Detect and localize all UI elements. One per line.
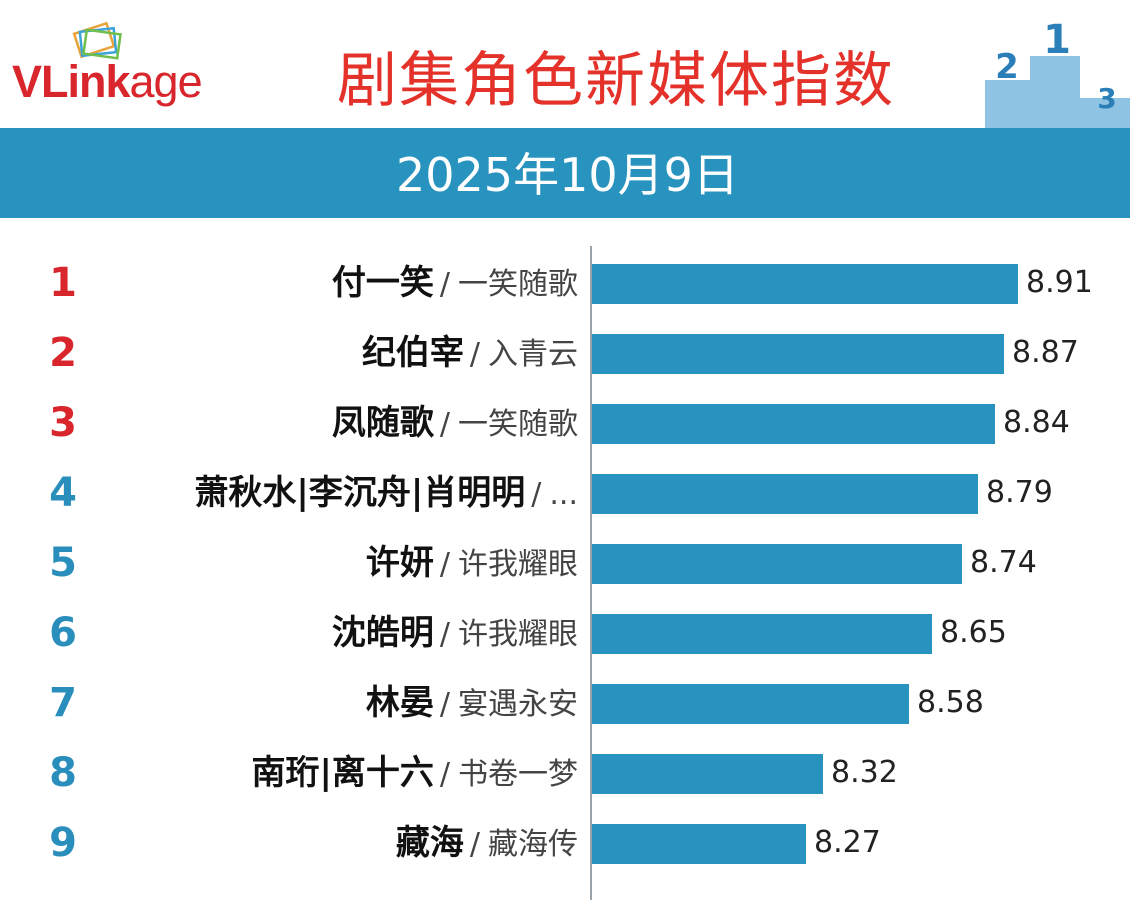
label-separator: / xyxy=(439,547,450,582)
drama-name: 一笑随歌 xyxy=(458,407,578,442)
data-label: 8.87 xyxy=(1012,335,1079,370)
category-label: 付一笑 / 一笑随歌 xyxy=(332,248,578,318)
drama-name: 入青云 xyxy=(488,337,578,372)
drama-name: ... xyxy=(549,477,578,512)
role-name: 凤随歌 xyxy=(331,403,434,443)
category-label: 萧秋水|李沉舟|肖明明 /... xyxy=(194,458,578,528)
chart-bar xyxy=(592,474,978,514)
rank-number: 1 xyxy=(49,260,77,306)
logo-wordmark: VLinkage xyxy=(12,56,203,108)
chart-row: 1 付一笑 / 一笑随歌 8.91 xyxy=(0,248,1130,318)
rank-number: 2 xyxy=(49,330,77,376)
chart-axis xyxy=(590,246,592,900)
category-label: 纪伯宰 / 入青云 xyxy=(362,318,578,388)
label-separator: / xyxy=(439,617,450,652)
chart-bar xyxy=(592,684,909,724)
data-label: 8.74 xyxy=(970,545,1037,580)
chart-row: 2 纪伯宰 / 入青云 8.87 xyxy=(0,318,1130,388)
label-separator: / xyxy=(531,477,542,512)
label-separator: / xyxy=(469,337,480,372)
header: VLinkage 剧集角色新媒体指数 2 1 3 xyxy=(0,0,1130,128)
logo-age: age xyxy=(129,56,203,107)
rank-number: 5 xyxy=(49,540,77,586)
drama-name: 一笑随歌 xyxy=(458,267,578,302)
category-label: 凤随歌 / 一笑随歌 xyxy=(332,388,578,458)
role-name: 萧秋水|李沉舟|肖明明 xyxy=(194,473,526,513)
chart-bar xyxy=(592,614,932,654)
category-label: 藏海 / 藏海传 xyxy=(396,808,578,878)
data-label: 8.84 xyxy=(1003,405,1070,440)
chart-row: 8 南珩|离十六 / 书卷一梦 8.32 xyxy=(0,738,1130,808)
drama-name: 宴遇永安 xyxy=(458,687,578,722)
chart-row: 6 沈皓明 / 许我耀眼 8.65 xyxy=(0,598,1130,668)
role-name: 纪伯宰 xyxy=(361,333,464,373)
chart-bar xyxy=(592,824,806,864)
date-banner: 2025年10月9日 xyxy=(0,128,1130,218)
label-separator: / xyxy=(439,687,450,722)
data-label: 8.91 xyxy=(1026,265,1093,300)
drama-name: 许我耀眼 xyxy=(458,547,578,582)
page-title: 剧集角色新媒体指数 xyxy=(337,46,895,116)
vlinkage-logo: VLinkage xyxy=(12,18,252,108)
role-name: 藏海 xyxy=(395,823,464,863)
drama-name: 许我耀眼 xyxy=(458,617,578,652)
rank-number: 3 xyxy=(49,400,77,446)
podium-icon: 2 1 3 xyxy=(985,18,1130,128)
podium-number-1: 1 xyxy=(1043,18,1071,63)
rank-number: 9 xyxy=(49,820,77,866)
ranking-bar-chart: 1 付一笑 / 一笑随歌 8.91 2 纪伯宰 / 入青云 8.87 3 凤随歌 / 一笑随歌 8.84 4 萧… xyxy=(0,218,1130,900)
label-separator: / xyxy=(469,827,480,862)
role-name: 许妍 xyxy=(365,543,434,583)
rank-number: 4 xyxy=(49,470,77,516)
data-label: 8.79 xyxy=(986,475,1053,510)
category-label: 沈皓明 / 许我耀眼 xyxy=(332,598,578,668)
role-name: 南珩|离十六 xyxy=(251,753,434,793)
drama-name: 藏海传 xyxy=(488,827,578,862)
drama-name: 书卷一梦 xyxy=(458,757,578,792)
podium-number-2: 2 xyxy=(995,47,1019,87)
chart-date: 2025年10月9日 xyxy=(396,148,739,202)
logo-cards-icon xyxy=(72,21,122,60)
chart-bar xyxy=(592,544,962,584)
data-label: 8.32 xyxy=(831,755,898,790)
role-name: 林晏 xyxy=(365,683,434,723)
rank-number: 6 xyxy=(49,610,77,656)
chart-bar xyxy=(592,264,1018,304)
chart-bar xyxy=(592,334,1004,374)
logo-v: V xyxy=(12,56,42,107)
role-name: 付一笑 xyxy=(331,263,434,303)
category-label: 南珩|离十六 / 书卷一梦 xyxy=(251,738,578,808)
category-label: 许妍 / 许我耀眼 xyxy=(366,528,578,598)
chart-row: 9 藏海 / 藏海传 8.27 xyxy=(0,808,1130,878)
role-name: 沈皓明 xyxy=(331,613,434,653)
data-label: 8.58 xyxy=(917,685,984,720)
rank-number: 7 xyxy=(49,680,77,726)
chart-bar xyxy=(592,404,995,444)
chart-row: 4 萧秋水|李沉舟|肖明明 /... 8.79 xyxy=(0,458,1130,528)
rank-number: 8 xyxy=(49,750,77,796)
label-separator: / xyxy=(439,407,450,442)
label-separator: / xyxy=(439,267,450,302)
chart-row: 3 凤随歌 / 一笑随歌 8.84 xyxy=(0,388,1130,458)
label-separator: / xyxy=(439,757,450,792)
podium-number-3: 3 xyxy=(1097,82,1116,115)
chart-row: 7 林晏 / 宴遇永安 8.58 xyxy=(0,668,1130,738)
chart-row: 5 许妍 / 许我耀眼 8.74 xyxy=(0,528,1130,598)
data-label: 8.27 xyxy=(814,825,881,860)
logo-link: Link xyxy=(41,56,131,107)
category-label: 林晏 / 宴遇永安 xyxy=(366,668,578,738)
chart-bar xyxy=(592,754,823,794)
data-label: 8.65 xyxy=(940,615,1007,650)
